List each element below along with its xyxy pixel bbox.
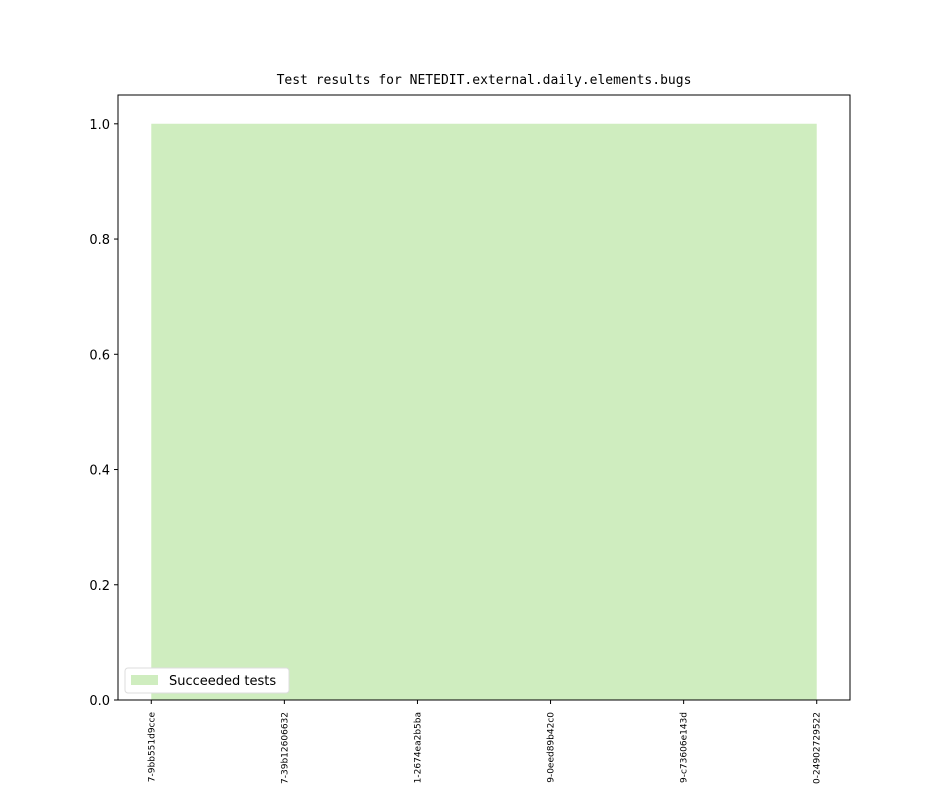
series-area — [151, 123, 817, 701]
plot-frame — [117, 94, 851, 701]
y-tick-label: 0.2 — [89, 579, 110, 594]
x-tick-label: 7-9bb551d9cce — [147, 712, 157, 783]
legend-swatch — [131, 675, 158, 685]
x-tick-label: 0-24902729522 — [813, 712, 823, 784]
x-tick-label: 9-c73606e143d — [680, 712, 690, 783]
chart-title: Test results for NETEDIT.external.daily.… — [276, 73, 692, 88]
x-tick-label: 1-2674ea2b5ba — [413, 712, 423, 783]
x-tick-label: 7-39b12606632 — [280, 712, 290, 784]
y-tick-label: 0.4 — [89, 464, 110, 479]
x-tick-label: 9-0eed89b42c0 — [547, 712, 557, 783]
legend-label: Succeeded tests — [169, 674, 276, 689]
y-tick-label: 0.6 — [89, 348, 110, 363]
y-tick-label: 0.8 — [89, 233, 110, 248]
y-tick-label: 0.0 — [89, 694, 110, 709]
legend — [124, 667, 290, 694]
y-tick-label: 1.0 — [89, 118, 110, 133]
